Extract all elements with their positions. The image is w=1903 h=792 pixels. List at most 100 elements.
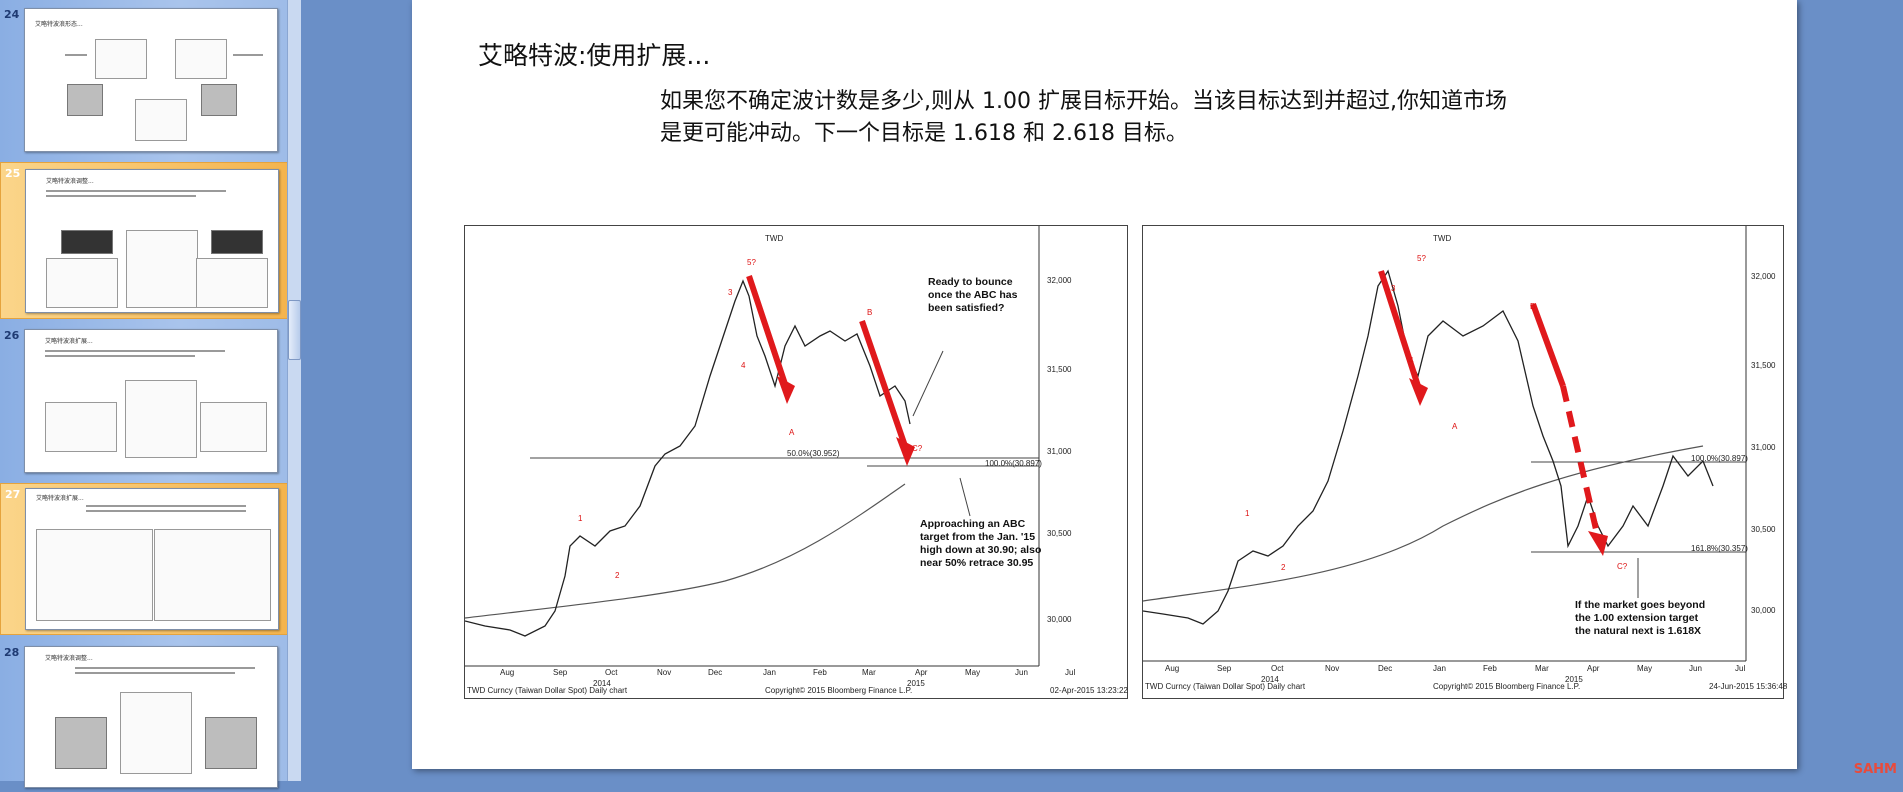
slide-number: 26 [4,329,20,342]
x-tick: Jul [1735,664,1746,673]
wave-label: A [789,428,795,437]
slide-number: 25 [5,167,21,180]
wave-label: 5? [747,258,756,267]
thumbnail-image: 艾略特波浪形态... [24,8,278,152]
slide-canvas[interactable]: 艾略特波:使用扩展... 如果您不确定波计数是多少,则从 1.00 扩展目标开始… [412,0,1797,769]
x-tick: Sep [553,668,568,677]
thumbnail-title: 艾略特波浪扩展... [36,495,84,502]
fib-label: 100.0%(30.897) [985,459,1042,468]
x-year: 2015 [907,679,925,688]
wave-label: 4 [741,361,746,370]
chart-right-svg [1143,226,1747,662]
thumbnail-image: 艾略特波浪调整... [24,646,278,788]
slide-thumbnail-26[interactable]: 26 艾略特波浪扩展... [0,325,286,475]
slide-thumbnail-28[interactable]: 28 艾略特波浪调整... [0,642,286,792]
fib-label: 50.0%(30.952) [787,449,840,458]
wave-label: C? [1617,562,1628,571]
y-tick: 30,500 [1047,529,1072,538]
chart-left[interactable]: TWD 32,000 31,500 31,000 30,500 30,000 A… [464,225,1128,699]
chart-footer-copyright: Copyright© 2015 Bloomberg Finance L.P. [1433,682,1581,691]
x-year: 2015 [1565,675,1583,684]
wave-label: 1 [1245,509,1250,518]
x-year: 2014 [593,679,611,688]
chart-left-svg [465,226,1040,667]
wave-label: 4 [1409,356,1414,365]
x-tick: Nov [1325,664,1340,673]
x-tick: Oct [1271,664,1284,673]
annotation-bounce: Ready to bounce once the ABC has been sa… [928,276,1018,314]
thumbnail-image: 艾略特波浪调整... [25,169,279,313]
wave-label: C? [912,444,923,453]
thumbnail-title: 艾略特波浪调整... [45,655,93,662]
slide-number: 24 [4,8,20,21]
slide-number: 27 [5,488,21,501]
wave-label: B [1530,302,1536,311]
x-tick: Apr [1587,664,1600,673]
x-year: 2014 [1261,675,1279,684]
x-tick: Mar [1535,664,1549,673]
wave-label: 2 [1281,563,1286,572]
scrollbar-thumb[interactable] [288,300,301,360]
x-tick: Oct [605,668,618,677]
chart-footer-copyright: Copyright© 2015 Bloomberg Finance L.P. [765,686,913,695]
x-tick: Jan [763,668,776,677]
wave-label: A [1452,422,1458,431]
chart-footer-date: 24-Jun-2015 15:36:48 [1709,682,1788,691]
x-tick: May [965,668,981,677]
x-tick: May [1637,664,1653,673]
x-tick: Sep [1217,664,1232,673]
wave-label: 5? [1417,254,1426,263]
x-tick: Aug [500,668,515,677]
slide-title[interactable]: 艾略特波:使用扩展... [478,41,711,70]
thumbnail-image: 艾略特波浪扩展... [24,329,278,473]
y-tick: 31,000 [1751,443,1776,452]
y-tick: 31,500 [1047,365,1072,374]
chart-footer-source: TWD Curncy (Taiwan Dollar Spot) Daily ch… [467,686,628,695]
y-tick: 30,500 [1751,525,1776,534]
wave-label: 1 [578,514,583,523]
x-tick: Aug [1165,664,1180,673]
y-tick: 32,000 [1047,276,1072,285]
slide-number: 28 [4,646,20,659]
x-tick: Jun [1689,664,1702,673]
annotation-abc-target: Approaching an ABC target from the Jan. … [920,518,1042,569]
chart-right[interactable]: TWD 32,000 31,500 31,000 30,500 30,000 A… [1142,225,1788,699]
y-tick: 31,500 [1751,361,1776,370]
thumbnail-image: 艾略特波浪扩展... [25,488,279,630]
y-tick: 31,000 [1047,447,1072,456]
slide-thumbnail-25[interactable]: 25 艾略特波浪调整... [0,162,288,319]
x-tick: Nov [657,668,672,677]
x-tick: Jul [1065,668,1076,677]
x-tick: Jun [1015,668,1028,677]
legend-label: TWD [765,234,784,243]
watermark-logo: SAHM [1853,762,1897,777]
x-tick: Mar [862,668,876,677]
thumbnail-title: 艾略特波浪扩展... [45,338,93,345]
x-tick: Dec [708,668,723,677]
fib-label: 161.8%(30.357) [1691,544,1748,553]
y-tick: 32,000 [1751,272,1776,281]
slide-thumbnail-24[interactable]: 24 艾略特波浪形态... [0,4,286,154]
y-tick: 30,000 [1047,615,1072,624]
chart-footer-source: TWD Curncy (Taiwan Dollar Spot) Daily ch… [1145,682,1306,691]
thumbnail-title: 艾略特波浪形态... [35,21,83,28]
wave-label: B [867,308,873,317]
x-tick: Feb [1483,664,1497,673]
slide-thumbnail-pane: 24 艾略特波浪形态... 25 艾略特波浪调整... 26 [0,0,301,788]
slide-body-text[interactable]: 如果您不确定波计数是多少,则从 1.00 扩展目标开始。当该目标达到并超过,你知… [660,89,1507,146]
wave-label: 3 [728,288,733,297]
wave-label: 2 [615,571,620,580]
fib-label: 100.0%(30.897) [1691,454,1748,463]
x-tick: Dec [1378,664,1393,673]
annotation-extension: If the market goes beyond the 1.00 exten… [1575,599,1706,637]
chart-footer-date: 02-Apr-2015 13:23:22 [1050,686,1128,695]
x-tick: Apr [915,668,928,677]
thumbnail-scrollbar[interactable] [287,0,301,781]
x-tick: Feb [813,668,827,677]
slide-thumbnail-27[interactable]: 27 艾略特波浪扩展... [0,483,288,635]
wave-label: 3 [1391,284,1396,293]
legend-label: TWD [1433,234,1452,243]
x-tick: Jan [1433,664,1446,673]
thumbnail-title: 艾略特波浪调整... [46,178,94,185]
y-tick: 30,000 [1751,606,1776,615]
